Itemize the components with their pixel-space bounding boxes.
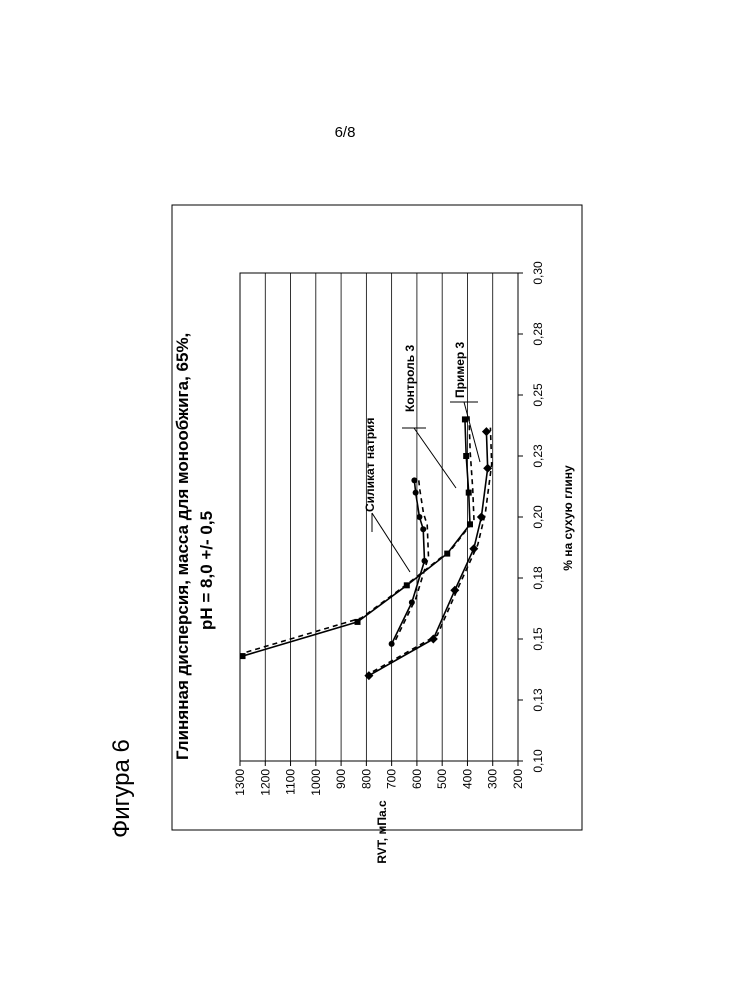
data-point: [462, 416, 468, 422]
chart-title-line1: Глиняная дисперсия, масса для монообжига…: [173, 333, 192, 760]
data-point: [413, 490, 419, 496]
x-axis-ticks: 0,10 0,13 0,15 0,18 0,20 0,23 0,25 0,28 0,30: [518, 261, 545, 773]
data-point: [466, 490, 472, 496]
x-tick-label: 0,10: [531, 749, 545, 773]
series-annotations: Силикат натрия Контроль 3 Пример 3: [363, 341, 480, 572]
annotation-leader: [372, 513, 410, 572]
data-point: [421, 558, 427, 564]
y-tick-label: 900: [334, 769, 348, 789]
x-tick-label: 0,23: [531, 444, 545, 468]
x-axis-label: % на сухую глину: [561, 465, 575, 571]
data-point: [463, 453, 469, 459]
y-tick-label: 1000: [309, 769, 323, 796]
data-point: [364, 671, 373, 680]
data-point: [409, 599, 415, 605]
y-tick-label: 600: [410, 769, 424, 789]
series-annotation: Пример 3: [453, 341, 467, 398]
y-tick-label: 800: [359, 769, 373, 789]
series-annotation: Контроль 3: [403, 345, 417, 412]
y-tick-label: 400: [460, 769, 474, 789]
data-point: [411, 477, 417, 483]
y-tick-label: 200: [511, 769, 525, 789]
y-tick-label: 1200: [258, 769, 272, 796]
y-axis-label: RVT, мПа.с: [375, 800, 389, 864]
data-point: [420, 526, 426, 532]
data-point: [355, 619, 361, 625]
x-tick-label: 0,20: [531, 505, 545, 529]
x-tick-label: 0,30: [531, 261, 545, 285]
x-tick-label: 0,15: [531, 627, 545, 651]
x-tick-label: 0,13: [531, 688, 545, 712]
series-line: [392, 480, 425, 643]
data-point: [482, 427, 491, 436]
x-tick-label: 0,18: [531, 566, 545, 590]
data-point: [404, 582, 410, 588]
y-tick-label: 1300: [233, 769, 247, 796]
chart-title-line2: pH = 8,0 +/- 0,5: [197, 511, 216, 630]
data-point: [477, 513, 486, 522]
y-tick-label: 1100: [284, 769, 298, 795]
plot-area-frame: [240, 273, 518, 761]
y-tick-label: 500: [435, 769, 449, 789]
data-point: [444, 551, 450, 557]
data-point: [240, 653, 246, 659]
x-tick-label: 0,25: [531, 383, 545, 407]
data-point: [467, 521, 473, 527]
y-tick-label: 700: [385, 769, 399, 789]
trendline: [247, 415, 474, 652]
y-axis-ticks: 1300 1200 1100 1000 900 800 700 600 500 400 300 200: [233, 761, 525, 796]
y-tick-label: 300: [486, 769, 500, 789]
x-tick-label: 0,28: [531, 322, 545, 346]
annotation-leader: [414, 428, 456, 488]
data-point: [389, 641, 395, 647]
series-annotation: Силикат натрия: [363, 418, 377, 512]
data-point: [416, 514, 422, 520]
